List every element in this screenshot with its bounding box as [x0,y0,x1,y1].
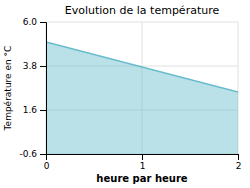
tick-label: -0.6 [19,149,37,159]
tick-label: 6.0 [23,17,38,27]
tick-label: 0 [44,161,50,171]
marks [46,42,238,154]
plot: 0 1 2 -0.6 1.6 3.8 6.0 [19,17,241,171]
tick: -0.6 [19,149,46,159]
area [46,42,238,154]
tick: 0 [44,154,50,171]
tick-label: 3.8 [23,61,38,71]
tick-mark [238,154,239,160]
line [46,42,238,92]
axis-line [40,23,47,155]
tick-mark [142,154,143,160]
grid [46,22,238,154]
tick-label: 2 [236,161,242,171]
grid-line [46,22,238,23]
tick-mark [40,22,46,23]
tick-label: 1.6 [23,105,38,115]
chart: 0 1 2 -0.6 1.6 3.8 6.0 Evolution de la températ… [0,0,250,188]
tick: 1.6 [23,105,46,115]
title: Evolution de la température [65,4,220,17]
tick: 6.0 [23,17,46,27]
y-axis: -0.6 1.6 3.8 6.0 [19,17,46,159]
tick: 1 [140,154,146,171]
tick-mark [40,66,46,67]
tick: 3.8 [23,61,46,71]
x-axis: 0 1 2 [44,154,242,171]
axis-line [47,155,239,161]
x-axis-title: heure par heure [96,173,187,184]
tick-label: 1 [140,161,146,171]
y-axis-title: Température en °C [3,46,13,132]
tick-mark [40,110,46,111]
tick-mark [40,154,46,155]
tick: 2 [236,154,242,171]
